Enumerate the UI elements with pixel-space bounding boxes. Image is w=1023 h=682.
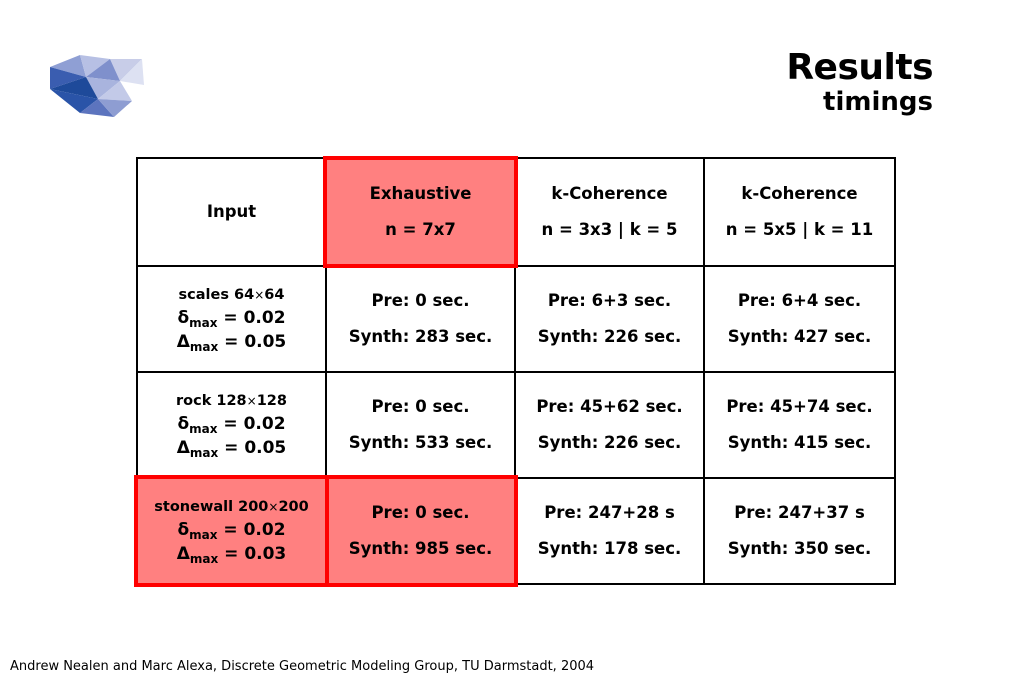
header-exhaustive-cell: Exhaustive n = 7x7	[325, 157, 516, 267]
timing-cell: Pre: 0 sec. Synth: 283 sec.	[325, 265, 516, 373]
header-kcoherence-11-param: n = 5x5 | k = 11	[725, 220, 874, 239]
tu-darmstadt-logo-icon	[50, 55, 144, 117]
delta-small-line: δmax = 0.02	[177, 308, 286, 330]
timing-cell: Pre: 6+4 sec. Synth: 427 sec.	[703, 265, 896, 373]
page-title: Results	[786, 47, 933, 88]
synth-time: Synth: 427 sec.	[727, 327, 872, 346]
header-kcoherence-5-title: k-Coherence	[551, 184, 668, 203]
delta-big-line: Δmax = 0.05	[176, 332, 287, 354]
pre-time: Pre: 0 sec.	[371, 503, 470, 522]
header-input-cell: Input	[136, 157, 327, 267]
delta-big-line: Δmax = 0.05	[176, 438, 287, 460]
timing-cell: Pre: 45+62 sec. Synth: 226 sec.	[514, 371, 705, 479]
page-subtitle: timings	[823, 87, 933, 117]
header-input-label: Input	[206, 202, 257, 221]
synth-time: Synth: 283 sec.	[348, 327, 493, 346]
input-cell-scales: scales 64×64 δmax = 0.02 Δmax = 0.05	[136, 265, 327, 373]
timing-cell: Pre: 0 sec. Synth: 985 sec.	[325, 477, 516, 585]
timing-cell: Pre: 0 sec. Synth: 533 sec.	[325, 371, 516, 479]
header-exhaustive-title: Exhaustive	[369, 184, 472, 203]
pre-time: Pre: 45+74 sec.	[726, 397, 873, 416]
timing-cell: Pre: 247+37 s Synth: 350 sec.	[703, 477, 896, 585]
header-exhaustive-param: n = 7x7	[385, 220, 456, 239]
input-cell-rock: rock 128×128 δmax = 0.02 Δmax = 0.05	[136, 371, 327, 479]
title-block: Results timings	[786, 46, 933, 117]
delta-small-line: δmax = 0.02	[177, 414, 286, 436]
header-kcoherence-11-cell: k-Coherence n = 5x5 | k = 11	[703, 157, 896, 267]
input-cell-stonewall: stonewall 200×200 δmax = 0.02 Δmax = 0.0…	[136, 477, 327, 585]
timing-cell: Pre: 45+74 sec. Synth: 415 sec.	[703, 371, 896, 479]
pre-time: Pre: 247+28 s	[544, 503, 675, 522]
input-name: scales 64×64	[178, 287, 285, 303]
synth-time: Synth: 985 sec.	[348, 539, 493, 558]
pre-time: Pre: 6+4 sec.	[737, 291, 862, 310]
input-name: stonewall 200×200	[154, 499, 309, 515]
synth-time: Synth: 533 sec.	[348, 433, 493, 452]
synth-time: Synth: 226 sec.	[537, 433, 682, 452]
synth-time: Synth: 350 sec.	[727, 539, 872, 558]
header-kcoherence-11-title: k-Coherence	[741, 184, 858, 203]
pre-time: Pre: 6+3 sec.	[547, 291, 672, 310]
delta-big-line: Δmax = 0.03	[176, 544, 287, 566]
synth-time: Synth: 178 sec.	[537, 539, 682, 558]
pre-time: Pre: 0 sec.	[371, 397, 470, 416]
header-kcoherence-5-param: n = 3x3 | k = 5	[541, 220, 678, 239]
synth-time: Synth: 226 sec.	[537, 327, 682, 346]
pre-time: Pre: 0 sec.	[371, 291, 470, 310]
header-kcoherence-5-cell: k-Coherence n = 3x3 | k = 5	[514, 157, 705, 267]
timing-cell: Pre: 6+3 sec. Synth: 226 sec.	[514, 265, 705, 373]
delta-small-line: δmax = 0.02	[177, 520, 286, 542]
pre-time: Pre: 45+62 sec.	[536, 397, 683, 416]
pre-time: Pre: 247+37 s	[734, 503, 865, 522]
input-name: rock 128×128	[175, 393, 287, 409]
synth-time: Synth: 415 sec.	[727, 433, 872, 452]
footer-credit: Andrew Nealen and Marc Alexa, Discrete G…	[10, 659, 595, 674]
timing-cell: Pre: 247+28 s Synth: 178 sec.	[514, 477, 705, 585]
